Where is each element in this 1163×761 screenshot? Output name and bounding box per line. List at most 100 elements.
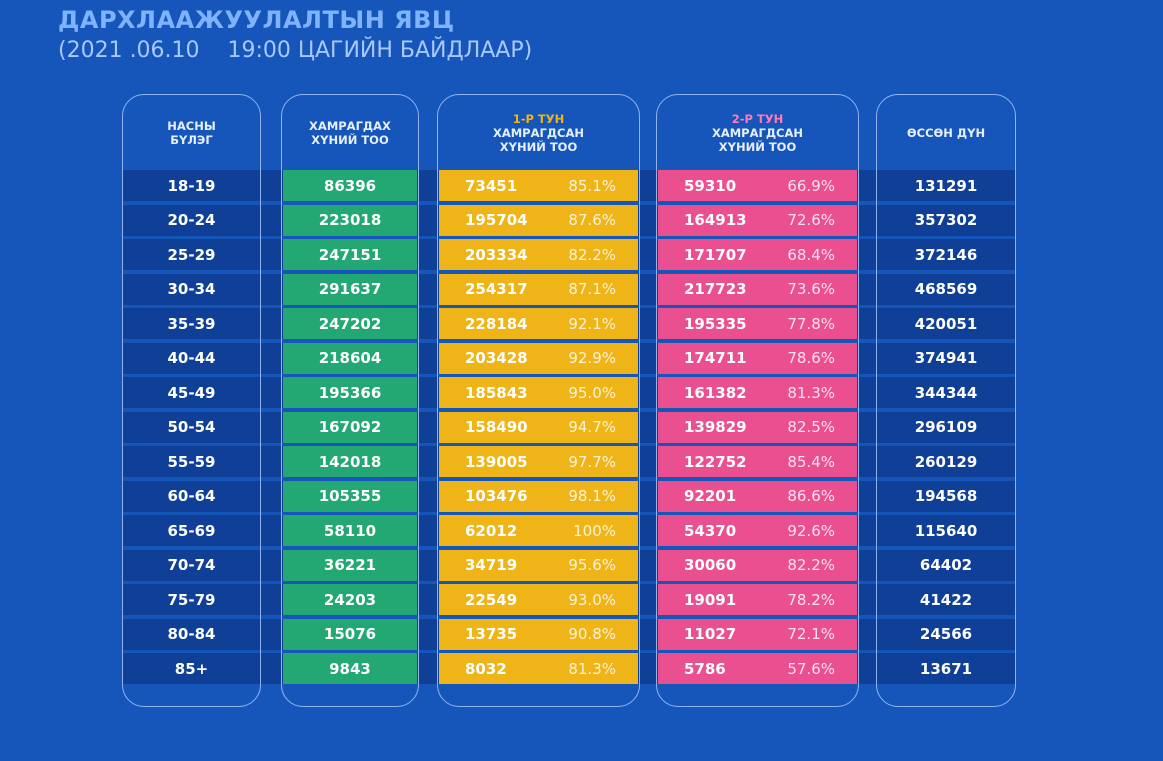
dose1-percent: 95.6% [568,556,616,574]
total-cell: 24566 [919,625,973,643]
dose2-cell: 122752 85.4% [658,446,857,477]
dose1-count: 228184 [465,314,528,333]
dose1-percent: 82.2% [568,245,616,264]
dose2-cell: 54370 92.6% [658,515,857,546]
dose1-percent: 92.9% [568,349,616,367]
dose2-count: 195335 [684,314,747,333]
dose2-percent: 57.6% [787,659,835,678]
dose2-count: 171707 [684,245,747,264]
header-dose1-2: ХҮНИЙ ТОО [499,140,578,154]
dose1-percent: 92.1% [568,314,616,333]
dose1-count: 139005 [465,452,528,471]
total-cell: 13671 [919,659,973,678]
target-cell: 9843 [283,653,417,684]
dose2-percent: 78.2% [787,590,835,609]
age-group-cell: 70-74 [167,556,216,574]
dose1-count: 254317 [465,280,528,298]
header-age-2: БҮЛЭГ [170,133,213,147]
dose2-percent: 72.6% [787,211,835,229]
dose2-cell: 174711 78.6% [658,342,857,374]
dose1-count: 8032 [465,659,507,678]
dose2-count: 11027 [684,625,737,643]
target-cell: 291637 [283,273,417,305]
dose1-cell: 103476 98.1% [439,480,638,512]
header-dose2-1: ХАМРАГДСАН [711,126,804,140]
dose2-cell: 217723 73.6% [658,273,857,305]
target-cell: 223018 [283,204,417,236]
total-cell: 64402 [919,556,973,574]
total-cell: 131291 [914,176,978,195]
dose1-cell: 203334 82.2% [439,239,638,270]
column-total: ӨССӨН ДҮН [876,94,1016,707]
dose2-count: 174711 [684,349,747,367]
dose2-count: 164913 [684,211,747,229]
total-cell: 260129 [914,452,978,471]
dose2-cell: 92201 86.6% [658,480,857,512]
page-subtitle: (2021 .06.10 19:00 ЦАГИЙН БАЙДЛААР) [58,38,533,63]
dose2-percent: 81.3% [787,383,835,402]
dose1-count: 13735 [465,625,518,643]
age-group-cell: 85+ [174,659,209,678]
target-cell: 36221 [283,549,417,581]
dose1-percent: 93.0% [568,590,616,609]
target-cell: 58110 [283,515,417,546]
dose1-count: 195704 [465,211,528,229]
dose2-cell: 161382 81.3% [658,377,857,408]
dose1-cell: 62012 100% [439,515,638,546]
dose1-percent: 94.7% [568,418,616,436]
header-total: ӨССӨН ДҮН [906,126,986,140]
header-target-1: ХАМРАГДАХ [309,119,391,133]
target-cell: 105355 [283,480,417,512]
total-cell: 357302 [914,211,978,229]
dose1-percent: 87.1% [568,280,616,298]
dose2-count: 5786 [684,659,726,678]
target-cell: 218604 [283,342,417,374]
dose1-percent: 81.3% [568,659,616,678]
dose1-count: 185843 [465,383,528,402]
dose2-count: 30060 [684,556,737,574]
dose1-count: 203334 [465,245,528,264]
dose1-cell: 158490 94.7% [439,411,638,443]
dose2-count: 161382 [684,383,747,402]
dose2-percent: 82.2% [787,556,835,574]
dose1-count: 158490 [465,418,528,436]
age-group-cell: 18-19 [167,176,216,195]
dose2-count: 92201 [684,487,737,505]
total-cell: 420051 [914,314,978,333]
total-cell: 115640 [914,521,978,540]
total-cell: 344344 [914,383,978,402]
target-cell: 167092 [283,411,417,443]
dose1-cell: 34719 95.6% [439,549,638,581]
target-cell: 247202 [283,308,417,339]
dose1-percent: 98.1% [568,487,616,505]
header-dose2-2: ХҮНИЙ ТОО [718,140,797,154]
age-group-cell: 50-54 [167,418,216,436]
dose1-cell: 228184 92.1% [439,308,638,339]
age-group-cell: 55-59 [167,452,216,471]
dose1-count: 22549 [465,590,518,609]
column-age-group: НАСНЫ БҮЛЭГ [122,94,261,707]
dose2-percent: 92.6% [787,521,835,540]
age-group-cell: 20-24 [167,211,216,229]
dose2-count: 59310 [684,176,737,195]
dose1-cell: 139005 97.7% [439,446,638,477]
target-cell: 24203 [283,584,417,615]
dose2-percent: 68.4% [787,245,835,264]
dose1-percent: 97.7% [568,452,616,471]
dose2-percent: 73.6% [787,280,835,298]
dose1-cell: 185843 95.0% [439,377,638,408]
age-group-cell: 45-49 [167,383,216,402]
age-group-cell: 60-64 [167,487,216,505]
dose2-percent: 78.6% [787,349,835,367]
header-target-2: ХҮНИЙ ТОО [311,133,389,147]
column-dose2: 2-Р ТУН ХАМРАГДСАН ХҮНИЙ ТОО [656,94,859,707]
total-cell: 296109 [914,418,978,436]
dose2-count: 19091 [684,590,737,609]
target-cell: 142018 [283,446,417,477]
dose2-cell: 59310 66.9% [658,170,857,201]
target-cell: 15076 [283,618,417,650]
dose2-count: 217723 [684,280,747,298]
target-cell: 86396 [283,170,417,201]
dose1-cell: 254317 87.1% [439,273,638,305]
dose2-count: 54370 [684,521,737,540]
